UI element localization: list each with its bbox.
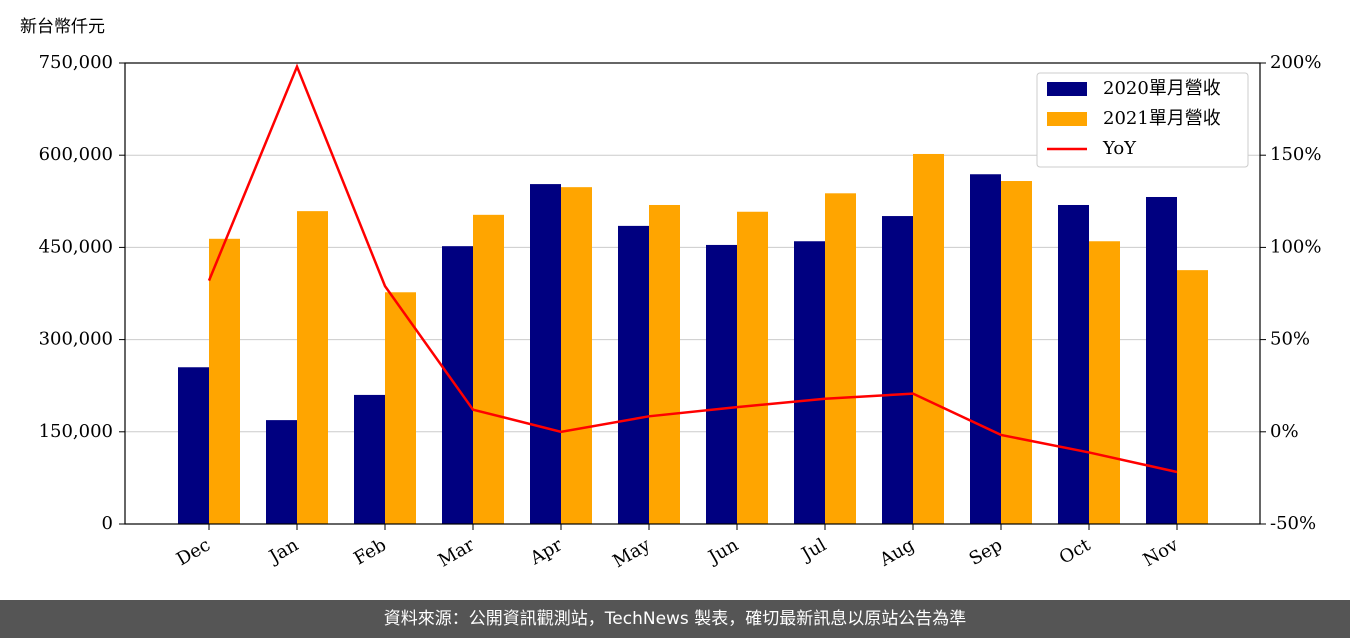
y-tick-label: 600,000 [39,144,113,165]
plot-frame [124,62,1261,525]
bar [1177,270,1208,524]
x-tick-label: Dec [173,534,214,570]
bar [794,241,825,524]
bar [825,193,856,524]
bar [882,216,913,524]
bar [649,204,680,524]
bar [1001,181,1032,525]
x-tick-label: Sep [966,534,1006,569]
x-tick-label: Jun [703,534,742,569]
bar [178,367,209,524]
x-tick-label: May [609,534,654,572]
x-tick-label: Jul [796,534,830,566]
footer: 資料來源：公開資訊觀測站，TechNews 製表，確切最新訊息以原站公告為準 [0,600,1350,638]
bar [266,420,297,524]
y-tick-label: 450,000 [39,236,113,257]
bar [561,187,592,525]
legend-swatch [1047,82,1087,96]
y2-tick-label: 200% [1270,52,1321,73]
y-tick-label: 300,000 [39,329,113,350]
x-tick-label: Oct [1056,534,1095,569]
bar [913,153,944,524]
x-tick-label: Nov [1140,534,1183,571]
x-tick-label: Mar [435,534,479,571]
legend-label: 2020單月營收 [1103,78,1221,99]
bar [530,184,561,524]
y2-tick-label: 50% [1270,329,1310,350]
line [207,63,1178,474]
y2-tick-label: 0% [1270,421,1299,442]
y2-tick-label: 150% [1270,144,1321,165]
chart: 新台幣仟元 0 150,000 300,000 450,000 600,000 750,0… [20,17,1321,572]
bar [1146,196,1177,525]
legend-swatch [1047,112,1087,126]
bar [297,211,328,524]
y-tick-label: 750,000 [39,52,113,73]
bar [209,238,240,524]
x-tick-label: Jan [264,534,302,568]
bar [1058,204,1089,524]
bar [706,244,737,524]
bar [442,246,473,525]
bar [737,211,768,524]
y-tick-label: 150,000 [39,421,113,442]
legend-box [1036,72,1249,168]
bar [618,225,649,525]
bar [354,394,385,524]
x-tick-label: Apr [526,534,566,569]
legend-label: 2021單月營收 [1103,108,1221,129]
legend-label: YoY [1102,138,1137,159]
bar [385,292,416,524]
y2-tick-label: 100% [1270,236,1321,257]
bar [473,214,504,524]
x-tick-label: Aug [875,534,918,571]
bar [970,174,1001,524]
y2-tick-label: -50% [1270,513,1316,534]
y-axis-label: 新台幣仟元 [20,17,105,37]
bar [1089,241,1120,524]
x-tick-label: Feb [350,534,390,569]
y-tick-label: 0 [102,513,113,534]
